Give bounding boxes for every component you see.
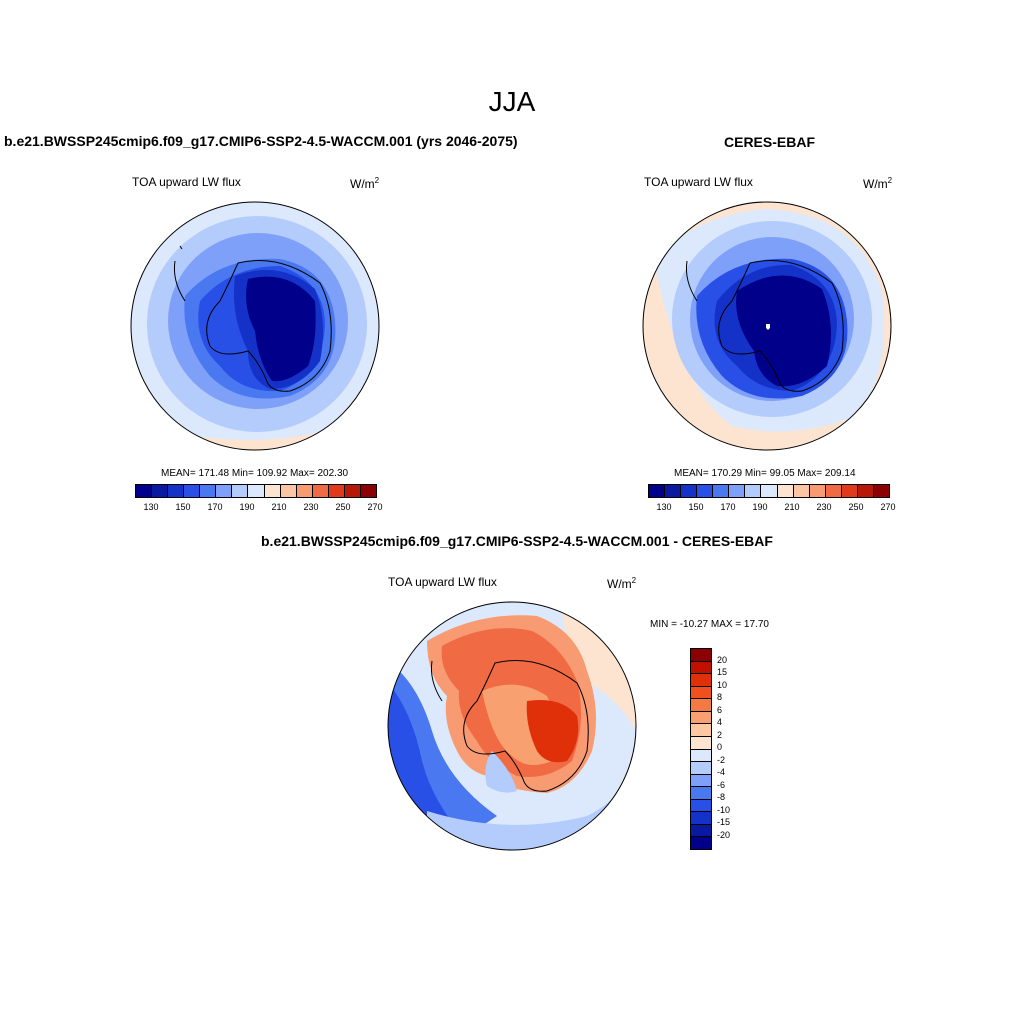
colorbar-swatch <box>168 485 185 497</box>
colorbar-swatch <box>713 485 730 497</box>
colorbar-tick-label: 190 <box>752 502 768 512</box>
colorbar-swatch <box>681 485 698 497</box>
colorbar-tick-label: -20 <box>717 829 731 840</box>
colorbar-tick-label: 15 <box>717 667 728 677</box>
colorbar-swatch <box>873 485 889 497</box>
diff-variable-label: TOA upward LW flux <box>388 575 497 589</box>
colorbar-swatch <box>793 485 810 497</box>
colorbar-tick-label: 130 <box>143 502 159 512</box>
colorbar-swatch <box>691 649 711 662</box>
colorbar-tick-label: -4 <box>717 767 726 777</box>
colorbar-tick-label: 6 <box>717 704 723 715</box>
colorbar-tick-label: 8 <box>717 692 723 702</box>
obs-unit-label: W/m2 <box>863 176 893 191</box>
colorbar-swatch <box>691 799 711 813</box>
colorbar-tick-label: -8 <box>717 792 726 802</box>
colorbar-swatch <box>184 485 201 497</box>
colorbar-tick-label: 150 <box>175 502 191 512</box>
colorbar-swatch <box>691 686 711 700</box>
colorbar-swatch <box>691 837 711 849</box>
colorbar-swatch <box>691 724 711 737</box>
colorbar-swatch <box>200 485 217 497</box>
colorbar-swatch <box>691 774 711 788</box>
model-unit-label: W/m2 <box>350 176 380 191</box>
colorbar-tick-label: 210 <box>271 502 287 512</box>
diff-stats: MIN = -10.27 MAX = 17.70 <box>650 619 769 630</box>
colorbar-swatch <box>777 485 794 497</box>
model-variable-label: TOA upward LW flux <box>132 175 241 189</box>
colorbar-swatch <box>280 485 297 497</box>
colorbar-swatch <box>248 485 265 497</box>
colorbar-swatch <box>809 485 826 497</box>
colorbar-swatch <box>152 485 169 497</box>
colorbar-swatch <box>825 485 842 497</box>
colorbar-tick-label: 190 <box>239 502 255 512</box>
colorbar-swatch <box>691 699 711 712</box>
colorbar-swatch <box>216 485 233 497</box>
colorbar-tick-label: 4 <box>717 717 723 727</box>
colorbar-swatch <box>691 711 711 725</box>
obs-variable-label: TOA upward LW flux <box>644 175 753 189</box>
obs-stats: MEAN= 170.29 Min= 99.05 Max= 209.14 <box>674 468 856 479</box>
colorbar-swatch <box>691 674 711 687</box>
diff-colorbar <box>690 648 712 850</box>
model-polar-map <box>130 201 380 451</box>
colorbar-swatch <box>697 485 714 497</box>
obs-polar-map <box>642 201 892 451</box>
colorbar-swatch <box>312 485 329 497</box>
model-colorbar <box>135 484 377 498</box>
diff-case-title: b.e21.BWSSP245cmip6.f09_g17.CMIP6-SSP2-4… <box>261 533 773 549</box>
colorbar-swatch <box>745 485 762 497</box>
colorbar-swatch <box>841 485 858 497</box>
colorbar-tick-label: 130 <box>656 502 672 512</box>
colorbar-swatch <box>691 661 711 675</box>
colorbar-tick-label: 270 <box>367 502 383 512</box>
colorbar-swatch <box>136 485 153 497</box>
model-case-title: b.e21.BWSSP245cmip6.f09_g17.CMIP6-SSP2-4… <box>4 133 518 149</box>
colorbar-tick-label: 230 <box>303 502 319 512</box>
colorbar-swatch <box>691 824 711 838</box>
colorbar-swatch <box>296 485 313 497</box>
colorbar-tick-label: -10 <box>717 804 731 815</box>
colorbar-swatch <box>691 749 711 763</box>
colorbar-swatch <box>232 485 249 497</box>
colorbar-tick-label: -6 <box>717 779 726 790</box>
colorbar-swatch <box>665 485 682 497</box>
colorbar-tick-label: 10 <box>717 679 728 690</box>
colorbar-swatch <box>691 812 711 825</box>
colorbar-swatch <box>761 485 778 497</box>
colorbar-swatch <box>857 485 874 497</box>
colorbar-tick-label: 20 <box>717 654 728 665</box>
colorbar-tick-label: 170 <box>720 502 736 512</box>
obs-colorbar <box>648 484 890 498</box>
colorbar-tick-label: 270 <box>880 502 896 512</box>
colorbar-tick-label: 250 <box>848 502 864 512</box>
diff-polar-map <box>387 601 637 851</box>
colorbar-swatch <box>360 485 376 497</box>
colorbar-tick-label: -15 <box>717 817 731 827</box>
obs-case-title: CERES-EBAF <box>724 134 816 150</box>
colorbar-swatch <box>649 485 666 497</box>
figure-title: JJA <box>488 86 536 117</box>
colorbar-swatch <box>691 787 711 800</box>
colorbar-swatch <box>264 485 281 497</box>
colorbar-swatch <box>344 485 361 497</box>
colorbar-tick-label: 250 <box>335 502 351 512</box>
colorbar-tick-label: 210 <box>784 502 800 512</box>
colorbar-tick-label: 150 <box>688 502 704 512</box>
colorbar-tick-label: -2 <box>717 754 726 765</box>
colorbar-tick-label: 0 <box>717 742 723 752</box>
colorbar-tick-label: 2 <box>717 729 723 740</box>
colorbar-swatch <box>691 762 711 775</box>
colorbar-tick-label: 170 <box>207 502 223 512</box>
diff-unit-label: W/m2 <box>607 576 637 591</box>
colorbar-swatch <box>691 736 711 750</box>
colorbar-tick-label: 230 <box>816 502 832 512</box>
colorbar-swatch <box>729 485 746 497</box>
colorbar-swatch <box>328 485 345 497</box>
model-stats: MEAN= 171.48 Min= 109.92 Max= 202.30 <box>161 468 349 479</box>
